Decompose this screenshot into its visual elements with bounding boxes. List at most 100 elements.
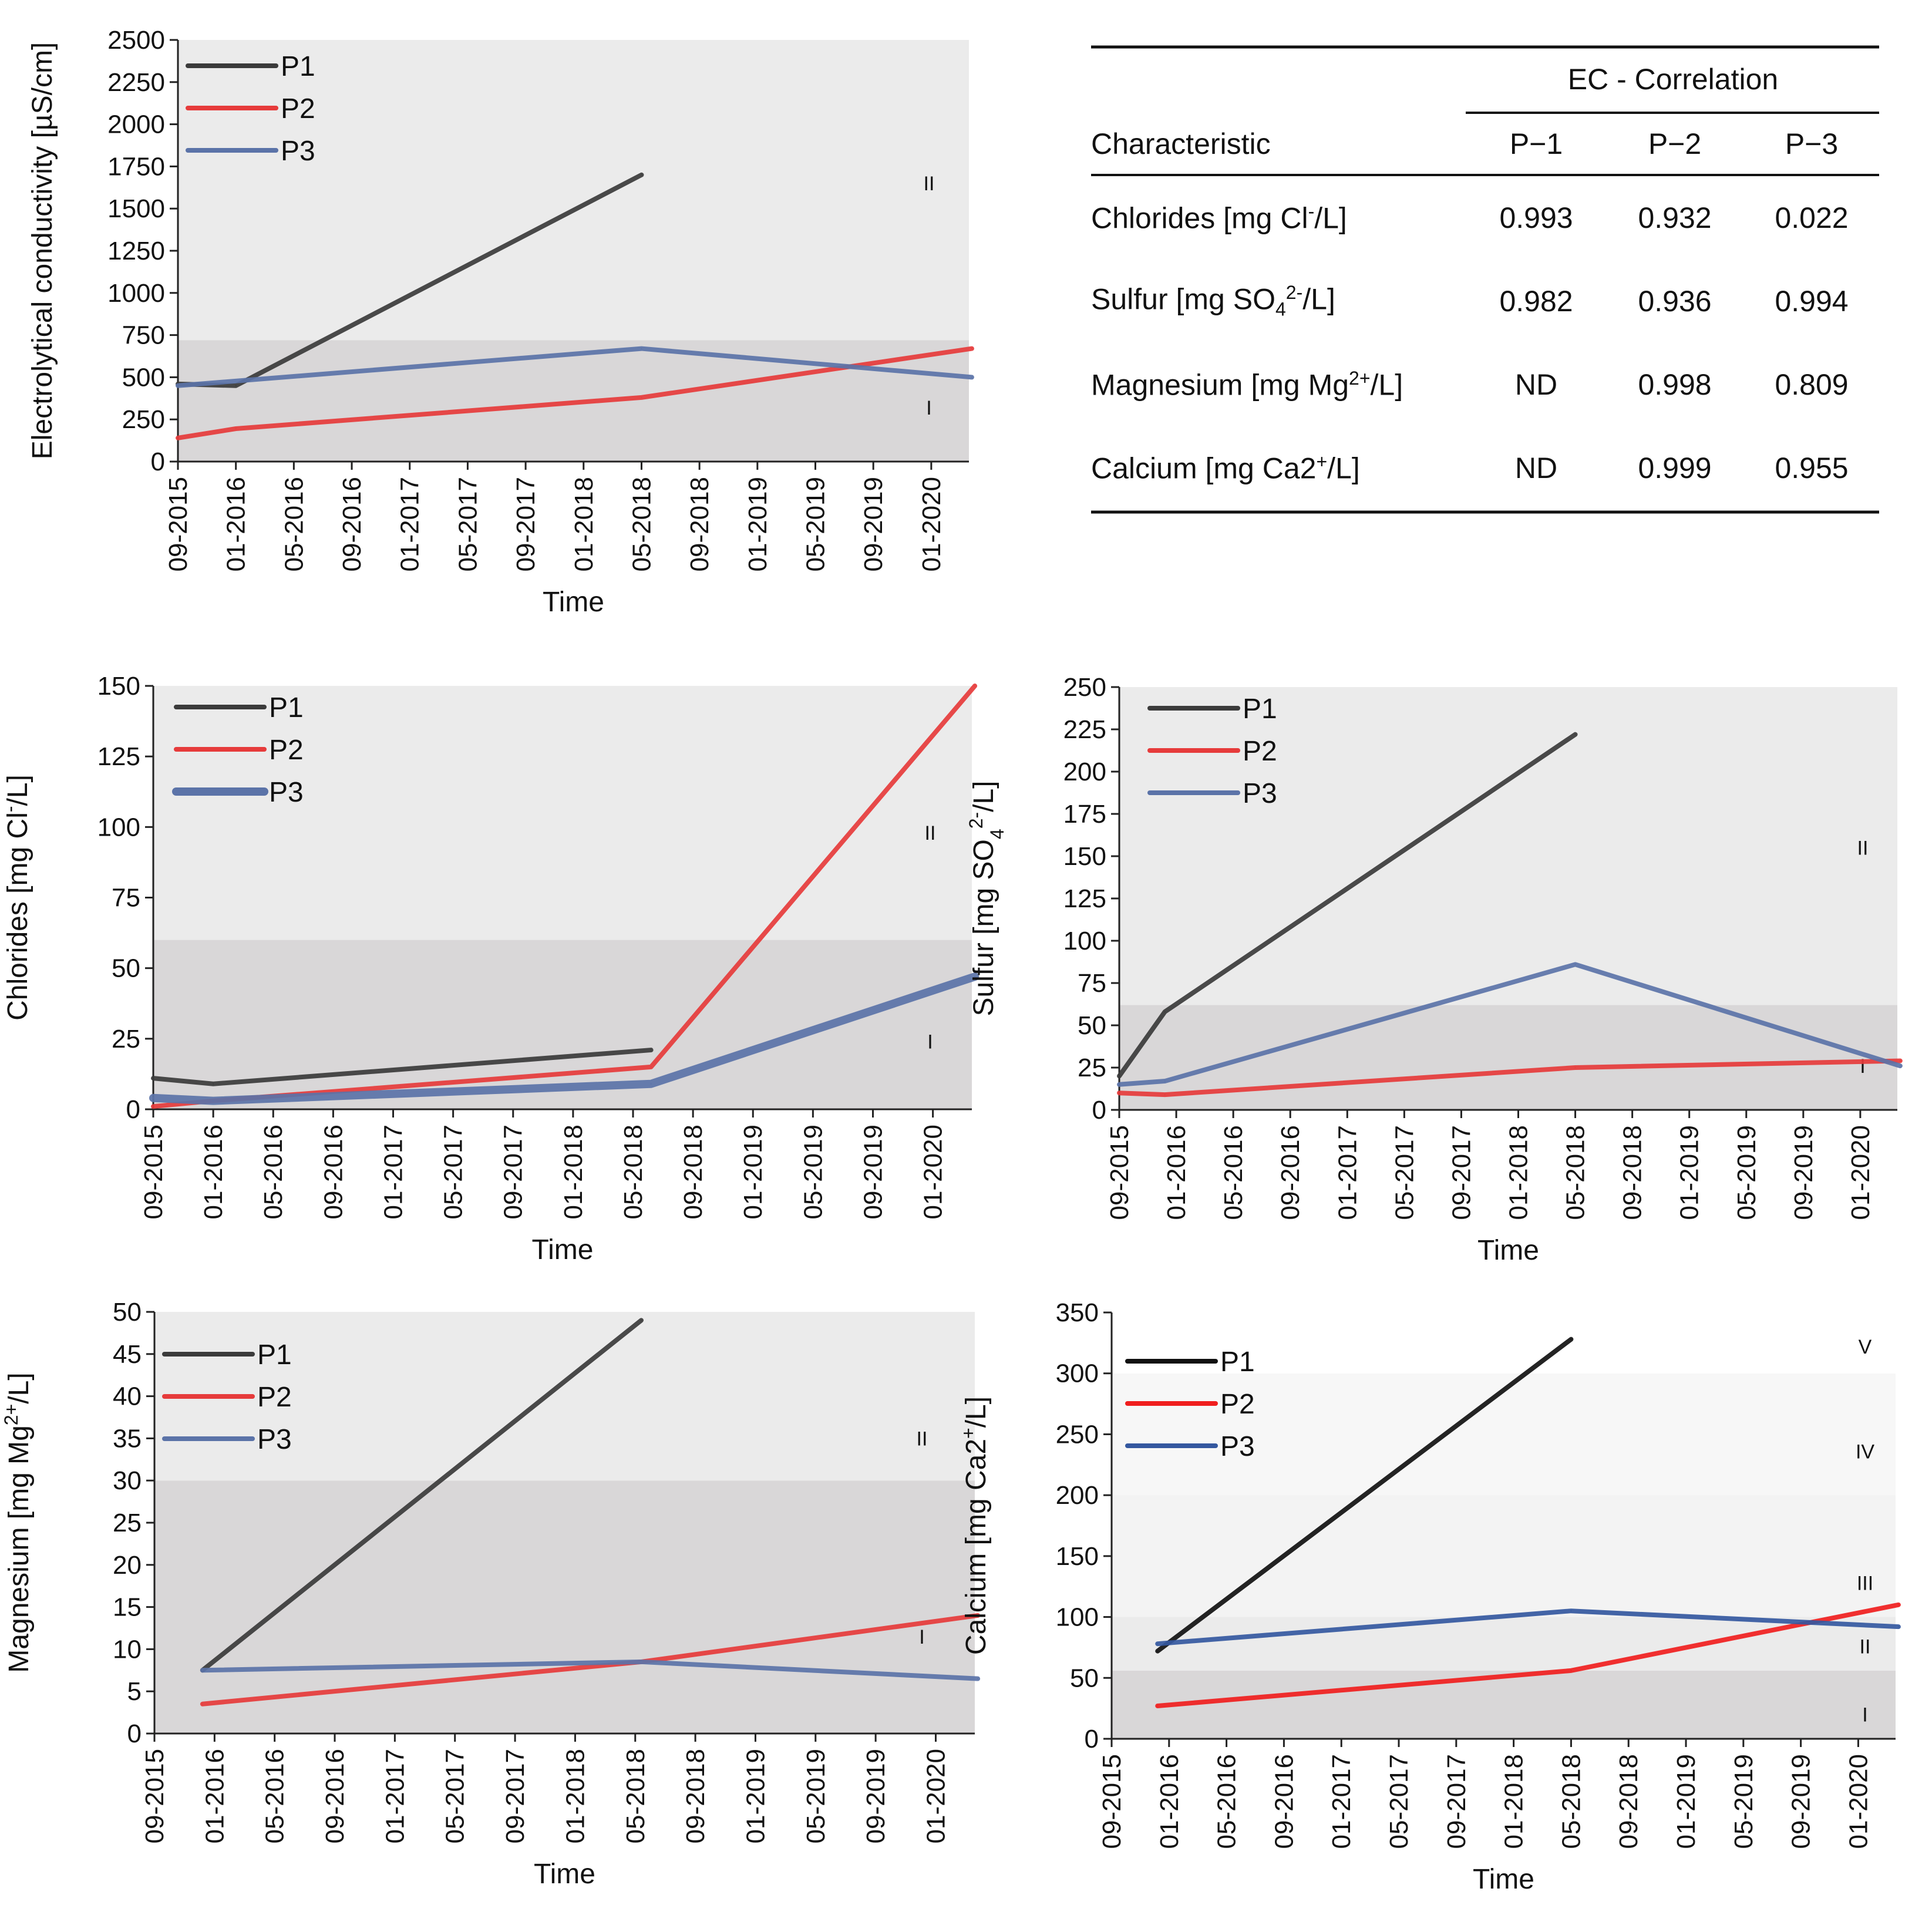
y-tick-label: 150: [1063, 842, 1106, 871]
y-tick-label: 350: [1056, 1298, 1099, 1327]
data-point: [1157, 1650, 1159, 1652]
zone-label: II: [924, 173, 935, 195]
x-tick-label: 05-2019: [1732, 1125, 1761, 1220]
x-tick-label: 09-2015: [164, 477, 193, 571]
data-point: [213, 1083, 214, 1085]
data-point: [1574, 1067, 1576, 1068]
y-tick-label: 100: [1063, 927, 1106, 955]
legend-label-p2: P2: [1243, 736, 1277, 767]
x-axis-title: Time: [532, 1234, 594, 1265]
x-tick-label: 09-2019: [861, 1749, 890, 1843]
y-tick-label: 75: [112, 884, 140, 913]
table-header-characteristic: Characteristic: [1091, 127, 1271, 160]
x-tick-label: 05-2019: [1729, 1754, 1758, 1849]
x-tick-label: 09-2019: [1787, 1754, 1816, 1849]
y-axis-title: Calcium [mg Ca2+/L]: [958, 1396, 992, 1655]
table-cell-p2: 0.999: [1638, 452, 1712, 484]
x-tick-label: 01-2016: [1162, 1125, 1191, 1220]
zone-band: [1119, 687, 1897, 1005]
data-point: [971, 376, 972, 378]
data-point: [1119, 1083, 1120, 1085]
zone-label: I: [926, 397, 931, 419]
data-point: [650, 1083, 652, 1085]
y-tick-label: 150: [97, 672, 140, 701]
x-tick-label: 05-2018: [619, 1125, 648, 1219]
table-cell-p1: ND: [1514, 368, 1558, 401]
legend-label-p3: P3: [257, 1424, 292, 1455]
data-point: [977, 1614, 979, 1616]
x-tick-label: 09-2016: [1276, 1125, 1305, 1220]
x-tick-label: 01-2016: [200, 1749, 229, 1843]
x-tick-label: 01-2019: [743, 477, 772, 571]
zone-label: III: [1857, 1572, 1873, 1594]
table-cell-p1: 0.993: [1499, 201, 1573, 234]
zone-label: I: [927, 1031, 933, 1053]
y-tick-label: 0: [1085, 1725, 1099, 1753]
data-point: [153, 1078, 154, 1079]
zone-label: I: [919, 1626, 924, 1648]
legend-label-p1: P1: [257, 1339, 292, 1371]
data-point: [1574, 964, 1576, 965]
data-point: [235, 385, 237, 386]
x-tick-label: 05-2016: [280, 477, 308, 571]
x-tick-label: 01-2017: [379, 1125, 408, 1219]
table-row: Chlorides [mg Cl-/L] 0.993 0.932 0.022: [1091, 176, 1879, 260]
zone-label: II: [1860, 1635, 1871, 1658]
data-point: [650, 1066, 652, 1068]
data-point: [640, 1320, 642, 1321]
y-tick-label: 2000: [107, 110, 165, 139]
legend-label-p3: P3: [1243, 778, 1277, 809]
series-line-p2: [151, 684, 978, 1109]
legend-label-p1: P1: [281, 51, 315, 82]
x-tick-label: 09-2016: [1270, 1754, 1298, 1849]
x-tick-label: 01-2020: [919, 1125, 948, 1219]
y-tick-label: 5: [127, 1677, 142, 1706]
data-point: [1157, 1705, 1159, 1707]
table-body: Chlorides [mg Cl-/L] 0.993 0.932 0.022 Sulfu…: [1091, 176, 1879, 510]
x-tick-label: 05-2017: [1390, 1125, 1419, 1220]
table-header-p3: P−3: [1785, 127, 1839, 160]
x-tick-label: 09-2015: [140, 1749, 169, 1843]
table-row: Sulfur [mg SO42-/L] 0.982 0.936 0.994: [1091, 260, 1879, 343]
zone-band: [154, 1480, 975, 1734]
chart-ec: III0250500750100012501500175020002250250…: [27, 26, 974, 618]
data-point: [1157, 1643, 1159, 1645]
table-group-header: EC - Correlation: [1567, 63, 1779, 96]
x-tick-label: 05-2017: [441, 1749, 470, 1843]
x-tick-label: 09-2017: [499, 1125, 528, 1219]
zone-band: [1112, 1495, 1896, 1617]
x-tick-label: 09-2017: [501, 1749, 530, 1843]
zone-label: I: [1862, 1704, 1867, 1726]
y-axis-title: Sulfur [mg SO42-/L]: [965, 780, 1008, 1016]
y-tick-label: 10: [113, 1635, 142, 1664]
legend-label-p2: P2: [1220, 1389, 1255, 1420]
x-tick-label: 09-2018: [681, 1749, 710, 1843]
x-tick-label: 01-2019: [741, 1749, 770, 1843]
table-cell-p1: ND: [1514, 452, 1558, 484]
data-point: [213, 1100, 214, 1102]
x-tick-label: 05-2016: [1213, 1754, 1241, 1849]
x-tick-label: 05-2017: [439, 1125, 468, 1219]
y-tick-label: 50: [112, 954, 140, 983]
x-tick-label: 05-2019: [801, 477, 830, 571]
x-tick-label: 01-2019: [739, 1125, 768, 1219]
zone-band: [154, 1312, 975, 1481]
data-point: [1164, 1094, 1166, 1096]
x-tick-label: 09-2019: [1789, 1125, 1818, 1220]
data-point: [153, 1106, 154, 1108]
x-tick-label: 01-2020: [1846, 1125, 1875, 1220]
table-row-characteristic: Chlorides [mg Cl-/L]: [1091, 200, 1347, 235]
x-tick-label: 01-2017: [381, 1749, 409, 1843]
zone-band: [178, 40, 969, 341]
zone-band: [1112, 1670, 1896, 1739]
x-tick-label: 05-2017: [453, 477, 482, 571]
x-tick-label: 01-2016: [199, 1125, 228, 1219]
x-tick-label: 09-2015: [139, 1125, 168, 1219]
x-tick-label: 05-2017: [1385, 1754, 1413, 1849]
y-tick-label: 150: [1056, 1542, 1099, 1571]
zone-label: II: [1857, 837, 1869, 860]
data-point: [971, 348, 972, 349]
x-tick-label: 01-2016: [222, 477, 251, 571]
